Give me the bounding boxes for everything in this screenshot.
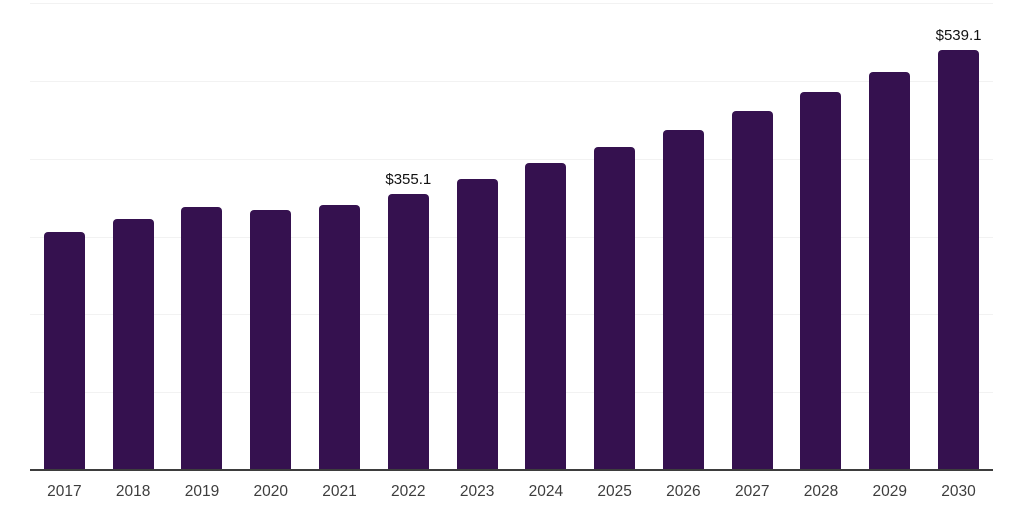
bar-2020[interactable] bbox=[250, 209, 292, 470]
x-tick-label-2020: 2020 bbox=[253, 483, 288, 500]
x-axis-tick-labels: 2017 2018 2019 2020 2021 2022 2023 2024 2025 2026… bbox=[30, 484, 993, 500]
bar-2023[interactable] bbox=[456, 178, 498, 470]
bar-2027[interactable] bbox=[731, 111, 773, 470]
bar-slot-2030: $539.1 bbox=[924, 3, 993, 470]
x-tick-label-2024: 2024 bbox=[528, 483, 564, 500]
bar-slot-2020 bbox=[236, 3, 305, 470]
x-tick-label-2022: 2022 bbox=[391, 483, 426, 500]
x-tick-label-2018: 2018 bbox=[115, 483, 151, 500]
bar-slot-2028 bbox=[787, 3, 856, 470]
x-tick-label-2027: 2027 bbox=[734, 483, 770, 500]
data-label-2030: $539.1 bbox=[935, 27, 982, 45]
bar-2021[interactable] bbox=[319, 205, 361, 470]
data-label-2022: $355.1 bbox=[385, 170, 432, 188]
x-tick-label-2029: 2029 bbox=[872, 483, 907, 500]
x-tick-label-2026: 2026 bbox=[666, 483, 701, 500]
bar-2019[interactable] bbox=[181, 206, 223, 470]
bar-2028[interactable] bbox=[800, 92, 842, 470]
bar-2017[interactable] bbox=[43, 231, 85, 470]
bar-2022[interactable] bbox=[387, 193, 429, 470]
gridline-100 bbox=[30, 392, 993, 394]
bar-slot-2021 bbox=[305, 3, 374, 470]
bar-2030[interactable] bbox=[938, 50, 980, 470]
plot-area: $355.1 $539.1 bbox=[30, 3, 993, 471]
bar-2025[interactable] bbox=[594, 146, 636, 470]
bar-2018[interactable] bbox=[112, 219, 154, 470]
bar-slot-2019 bbox=[168, 3, 237, 470]
x-tick-label-2017: 2017 bbox=[47, 483, 82, 500]
bar-2024[interactable] bbox=[525, 163, 567, 470]
bar-slot-2026 bbox=[649, 3, 718, 470]
x-tick-label-2030: 2030 bbox=[941, 483, 976, 500]
bar-slot-2025 bbox=[580, 3, 649, 470]
x-tick-label-2021: 2021 bbox=[322, 483, 357, 500]
bar-2029[interactable] bbox=[869, 71, 911, 470]
bar-slot-2029 bbox=[855, 3, 924, 470]
x-tick-label-2025: 2025 bbox=[597, 483, 632, 500]
bar-slot-2024 bbox=[511, 3, 580, 470]
gridline-300 bbox=[30, 236, 993, 238]
bar-slot-2023 bbox=[443, 3, 512, 470]
x-tick-label-2028: 2028 bbox=[803, 483, 839, 500]
x-tick-label-2023: 2023 bbox=[459, 483, 495, 500]
x-axis-line bbox=[30, 469, 993, 471]
gridline-200 bbox=[30, 314, 993, 316]
x-tick-label-2019: 2019 bbox=[184, 483, 220, 500]
gridline-400 bbox=[30, 158, 993, 160]
bar-slot-2018 bbox=[99, 3, 168, 470]
bar-2026[interactable] bbox=[662, 129, 704, 470]
bar-slot-2027 bbox=[718, 3, 787, 470]
gridline-500 bbox=[30, 80, 993, 82]
bar-slot-2022: $355.1 bbox=[374, 3, 443, 470]
bar-slot-2017 bbox=[30, 3, 99, 470]
gridline-600 bbox=[30, 3, 993, 4]
